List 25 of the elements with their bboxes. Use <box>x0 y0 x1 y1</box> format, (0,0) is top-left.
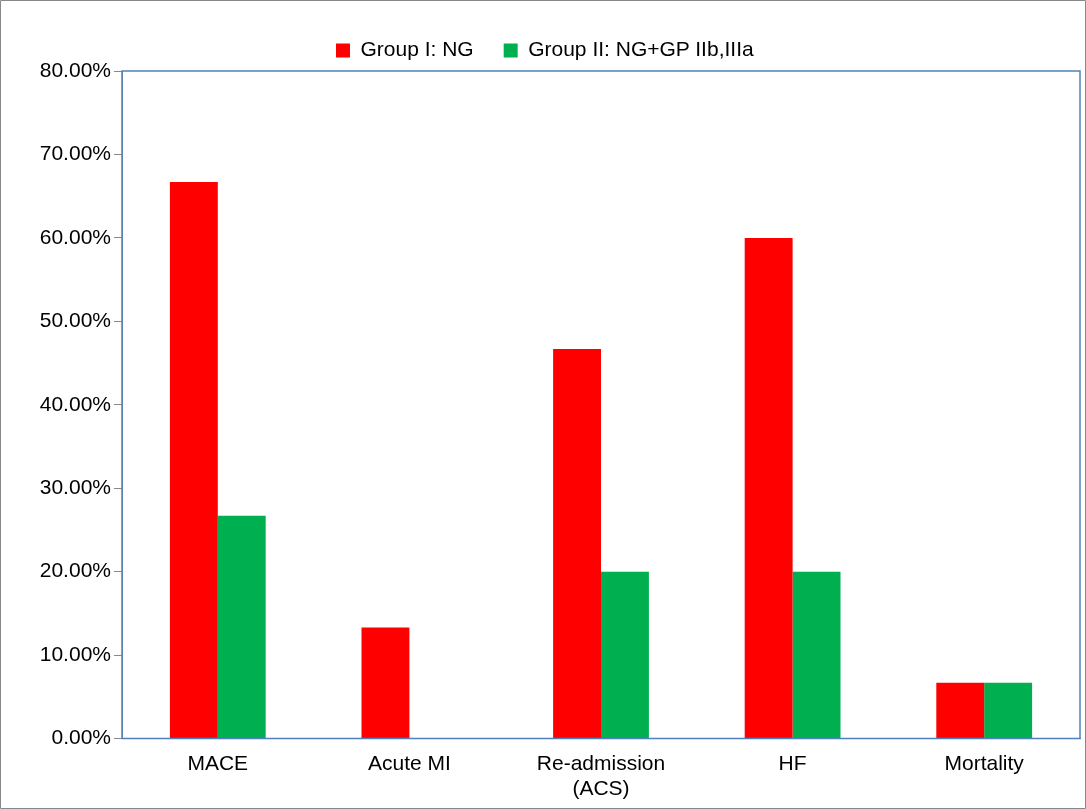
y-tick-label: 0.00% <box>51 725 111 749</box>
y-tick-label: 40.00% <box>39 391 111 415</box>
y-tick-label: 10.00% <box>39 641 111 665</box>
y-tick-label: 30.00% <box>39 475 111 499</box>
y-tick-label: 50.00% <box>39 308 111 332</box>
x-tick-label: Re-admission (ACS) <box>536 751 666 800</box>
legend-label: Group I: NG <box>360 37 474 61</box>
y-tick-label: 70.00% <box>39 141 111 165</box>
bar <box>936 682 985 739</box>
bar <box>553 348 601 739</box>
bar <box>361 627 410 739</box>
bar <box>792 571 841 739</box>
bar <box>984 682 1033 739</box>
x-tick-label: MACE <box>187 751 249 774</box>
y-tick-label: 80.00% <box>39 57 111 81</box>
x-tick-label: HF <box>778 751 807 774</box>
legend-label: Group II: NG+GP IIb,IIIa <box>528 37 754 61</box>
bar <box>601 571 649 739</box>
bar <box>744 237 793 739</box>
x-tick-label: Acute MI <box>367 751 451 774</box>
y-tick-label: 20.00% <box>39 558 111 582</box>
bar <box>217 515 266 739</box>
x-tick-label: Mortality <box>944 751 1025 774</box>
y-tick-label: 60.00% <box>39 224 111 248</box>
bar <box>169 181 218 739</box>
